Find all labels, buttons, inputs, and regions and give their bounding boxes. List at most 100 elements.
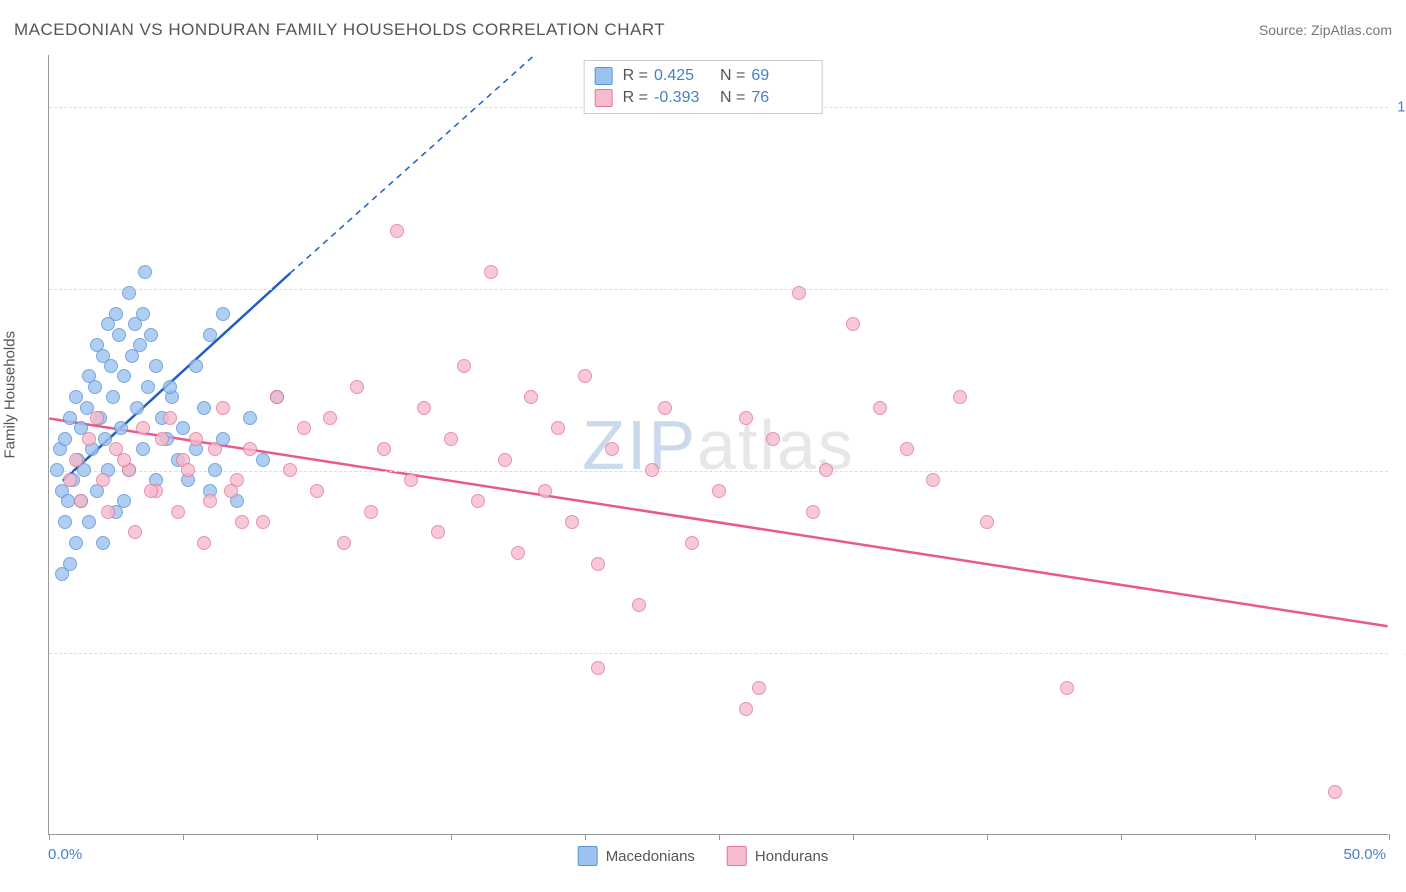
scatter-point bbox=[712, 484, 726, 498]
y-tick-label: 65.0% bbox=[1393, 463, 1406, 480]
scatter-chart: ZIPatlas 47.5%65.0%82.5%100.0% bbox=[48, 55, 1388, 835]
scatter-point bbox=[208, 463, 222, 477]
legend-label: Macedonians bbox=[606, 848, 695, 865]
scatter-point bbox=[138, 265, 152, 279]
scatter-point bbox=[323, 411, 337, 425]
watermark: ZIPatlas bbox=[582, 405, 855, 485]
scatter-point bbox=[163, 411, 177, 425]
scatter-point bbox=[189, 359, 203, 373]
scatter-point bbox=[310, 484, 324, 498]
y-tick-label: 82.5% bbox=[1393, 281, 1406, 298]
scatter-point bbox=[578, 369, 592, 383]
scatter-point bbox=[181, 463, 195, 477]
scatter-point bbox=[457, 359, 471, 373]
scatter-point bbox=[141, 380, 155, 394]
scatter-point bbox=[235, 515, 249, 529]
scatter-point bbox=[90, 411, 104, 425]
scatter-point bbox=[171, 505, 185, 519]
scatter-point bbox=[498, 453, 512, 467]
source-prefix: Source: bbox=[1259, 22, 1311, 38]
scatter-point bbox=[88, 380, 102, 394]
scatter-point bbox=[114, 421, 128, 435]
scatter-point bbox=[117, 453, 131, 467]
scatter-point bbox=[819, 463, 833, 477]
scatter-point bbox=[82, 432, 96, 446]
scatter-point bbox=[136, 307, 150, 321]
scatter-point bbox=[133, 338, 147, 352]
stats-row: R =-0.393N =76 bbox=[595, 87, 812, 109]
scatter-point bbox=[82, 515, 96, 529]
scatter-point bbox=[74, 494, 88, 508]
scatter-point bbox=[144, 484, 158, 498]
scatter-point bbox=[55, 567, 69, 581]
scatter-point bbox=[50, 463, 64, 477]
scatter-point bbox=[155, 432, 169, 446]
legend-swatch bbox=[727, 846, 747, 866]
chart-header: MACEDONIAN VS HONDURAN FAMILY HOUSEHOLDS… bbox=[14, 20, 1392, 40]
scatter-point bbox=[58, 515, 72, 529]
scatter-point bbox=[61, 494, 75, 508]
scatter-point bbox=[1328, 785, 1342, 799]
scatter-point bbox=[136, 442, 150, 456]
scatter-point bbox=[203, 494, 217, 508]
source-name: ZipAtlas.com bbox=[1311, 22, 1392, 38]
stats-r-label: R = bbox=[623, 89, 648, 107]
x-tick bbox=[1389, 834, 1390, 840]
scatter-point bbox=[364, 505, 378, 519]
scatter-point bbox=[337, 536, 351, 550]
stats-n-label: N = bbox=[720, 67, 745, 85]
scatter-point bbox=[739, 411, 753, 425]
scatter-point bbox=[551, 421, 565, 435]
y-tick-label: 100.0% bbox=[1393, 99, 1406, 116]
scatter-point bbox=[685, 536, 699, 550]
x-tick bbox=[987, 834, 988, 840]
stats-r-label: R = bbox=[623, 67, 648, 85]
scatter-point bbox=[538, 484, 552, 498]
scatter-point bbox=[900, 442, 914, 456]
scatter-point bbox=[873, 401, 887, 415]
scatter-point bbox=[404, 473, 418, 487]
scatter-point bbox=[176, 421, 190, 435]
scatter-point bbox=[243, 411, 257, 425]
scatter-point bbox=[224, 484, 238, 498]
scatter-point bbox=[658, 401, 672, 415]
scatter-point bbox=[270, 390, 284, 404]
gridline-h bbox=[49, 653, 1388, 654]
stats-n-value: 69 bbox=[751, 67, 811, 85]
scatter-point bbox=[390, 224, 404, 238]
scatter-point bbox=[471, 494, 485, 508]
scatter-point bbox=[243, 442, 257, 456]
scatter-point bbox=[163, 380, 177, 394]
x-axis-max-label: 50.0% bbox=[1343, 846, 1386, 863]
scatter-point bbox=[444, 432, 458, 446]
scatter-point bbox=[109, 307, 123, 321]
scatter-point bbox=[926, 473, 940, 487]
scatter-point bbox=[96, 536, 110, 550]
scatter-point bbox=[117, 369, 131, 383]
chart-source: Source: ZipAtlas.com bbox=[1259, 22, 1392, 38]
scatter-point bbox=[591, 661, 605, 675]
x-tick bbox=[585, 834, 586, 840]
scatter-point bbox=[792, 286, 806, 300]
scatter-point bbox=[96, 473, 110, 487]
scatter-point bbox=[112, 328, 126, 342]
x-axis-min-label: 0.0% bbox=[48, 846, 82, 863]
scatter-point bbox=[806, 505, 820, 519]
legend-label: Hondurans bbox=[755, 848, 828, 865]
x-tick bbox=[719, 834, 720, 840]
scatter-point bbox=[104, 359, 118, 373]
gridline-h bbox=[49, 289, 1388, 290]
scatter-point bbox=[58, 432, 72, 446]
scatter-point bbox=[63, 473, 77, 487]
scatter-point bbox=[122, 286, 136, 300]
trend-line bbox=[290, 55, 558, 273]
scatter-point bbox=[283, 463, 297, 477]
scatter-point bbox=[524, 390, 538, 404]
x-tick bbox=[1121, 834, 1122, 840]
x-tick bbox=[1255, 834, 1256, 840]
gridline-h bbox=[49, 471, 1388, 472]
x-tick bbox=[853, 834, 854, 840]
stats-n-value: 76 bbox=[751, 89, 811, 107]
scatter-point bbox=[591, 557, 605, 571]
x-tick bbox=[317, 834, 318, 840]
